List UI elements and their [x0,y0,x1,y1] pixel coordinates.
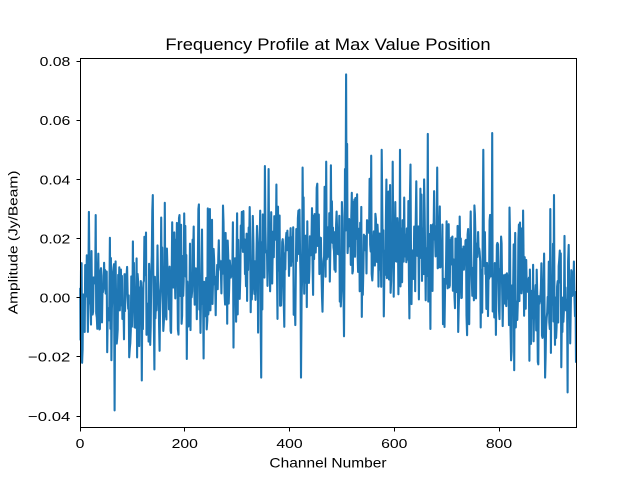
svg-text:Channel Number: Channel Number [269,454,386,470]
svg-text:0.02: 0.02 [40,231,71,246]
svg-text:0: 0 [76,436,85,451]
svg-text:Amplitude (Jy/Beam): Amplitude (Jy/Beam) [6,171,21,315]
svg-text:−0.02: −0.02 [28,350,70,365]
svg-text:400: 400 [276,436,302,451]
svg-text:200: 200 [172,436,198,451]
svg-text:0.08: 0.08 [40,54,71,69]
svg-text:600: 600 [381,436,407,451]
svg-text:Frequency Profile at Max Value: Frequency Profile at Max Value Position [165,35,490,54]
svg-text:−0.04: −0.04 [28,409,71,424]
svg-text:800: 800 [486,436,512,451]
svg-text:0.00: 0.00 [40,291,71,306]
svg-text:0.04: 0.04 [40,172,71,187]
svg-text:0.06: 0.06 [40,113,71,128]
